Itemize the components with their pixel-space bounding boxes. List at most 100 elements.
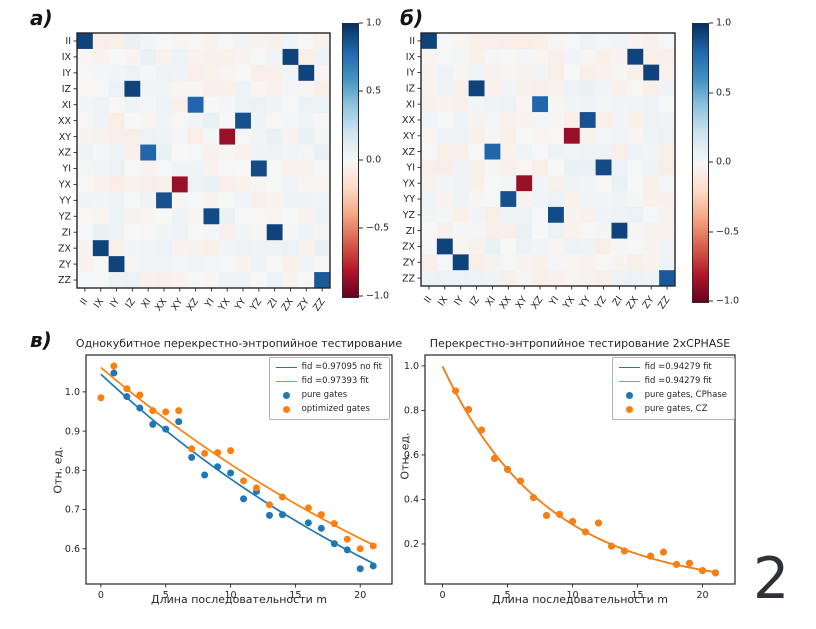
- heatmap-cell: [156, 240, 173, 257]
- heatmap-cell: [250, 112, 268, 130]
- heatmap-cell: [516, 222, 533, 239]
- x-tick-label: 20: [354, 590, 366, 601]
- heatmap-cell: [108, 176, 125, 193]
- legend-entry: pure gates, CPhase: [619, 390, 727, 401]
- heatmap-cell: [579, 270, 597, 287]
- heatmap-cell: [108, 208, 125, 225]
- heatmap-cell: [563, 80, 581, 97]
- heatmap-cell: [421, 64, 438, 81]
- heatmap-cell: [250, 208, 268, 225]
- data-point: [227, 447, 235, 455]
- heatmap-cell: [235, 240, 252, 257]
- heatmap-cell: [108, 240, 125, 257]
- heatmap-cell: [156, 176, 173, 193]
- legend-label: pure gates, CPhase: [644, 389, 727, 400]
- heatmap-cell: [436, 64, 454, 81]
- heatmap-cell: [77, 128, 94, 145]
- data-point: [491, 454, 499, 462]
- heatmap-cell: [77, 160, 94, 177]
- data-point: [175, 407, 183, 415]
- heatmap-cell: [282, 64, 299, 82]
- heatmap-cell: [548, 159, 565, 176]
- y-tick-label: 0.2: [404, 539, 419, 550]
- heatmap-cell: [452, 206, 470, 224]
- heatmap-cell: [563, 48, 581, 66]
- heatmap-cell: [436, 238, 454, 255]
- heatmap-cell: [484, 270, 501, 287]
- heatmap-cell: [108, 48, 125, 66]
- pauli-row-label: XI: [406, 99, 415, 110]
- data-point: [343, 535, 351, 543]
- heatmap-cell: [421, 80, 438, 97]
- data-point: [278, 493, 286, 501]
- pauli-row-label: ZY: [403, 257, 416, 268]
- heatmap-cell: [516, 238, 533, 255]
- y-tick-label: 0.4: [404, 495, 419, 506]
- heatmap-cell: [140, 144, 157, 161]
- heatmap-cell: [235, 192, 252, 209]
- heatmap-cell: [92, 33, 110, 50]
- heatmap-cell: [643, 143, 660, 160]
- heatmap-cell: [659, 206, 676, 224]
- heatmap-cell: [108, 224, 125, 241]
- legend-entry: fid =0.97095 no fit: [275, 362, 382, 373]
- heatmap-cell: [516, 33, 533, 50]
- heatmap-cell: [500, 238, 517, 255]
- heatmap-cell: [266, 256, 283, 273]
- heatmap-cell: [468, 64, 485, 81]
- colorbar-tick-label: 1.0: [366, 17, 382, 29]
- heatmap-cell: [187, 112, 204, 130]
- heatmap-cell: [298, 48, 315, 66]
- heatmap-cell: [235, 272, 252, 289]
- heatmap-cell: [627, 127, 644, 145]
- panel-label-a: а): [30, 6, 53, 30]
- pauli-col-label: YY: [232, 296, 248, 313]
- heatmap-cell: [595, 127, 612, 145]
- heatmap-cell: [314, 208, 331, 225]
- heatmap-cell: [282, 96, 299, 114]
- heatmap-cell: [421, 222, 438, 239]
- colorbar-tick: [359, 22, 363, 24]
- heatmap-cell: [484, 143, 501, 160]
- heatmap-cell: [595, 48, 612, 66]
- heatmap-cell: [579, 191, 597, 208]
- heatmap-cell: [298, 96, 315, 114]
- heatmap-cell: [468, 112, 485, 129]
- pauli-col-label: II: [422, 294, 434, 305]
- fit-line: [100, 373, 374, 565]
- heatmap-cell: [124, 256, 141, 273]
- heatmap-cell: [282, 144, 299, 161]
- heatmap-cell: [108, 128, 125, 145]
- heatmap-cell: [77, 33, 94, 50]
- heatmap-cell: [92, 96, 110, 114]
- pauli-col-label: II: [78, 296, 90, 307]
- chart-right-ylabel: Отн. ед.: [398, 432, 412, 480]
- chart-left-ylabel: Отн. ед.: [51, 446, 65, 494]
- data-point: [188, 445, 196, 453]
- heatmap-cell: [171, 112, 189, 130]
- heatmap-cell: [203, 160, 220, 177]
- heatmap-cell: [171, 208, 189, 225]
- heatmap-cell: [484, 80, 501, 97]
- heatmap-cell: [140, 256, 157, 273]
- heatmap-cell: [124, 192, 141, 209]
- heatmap-cell: [516, 159, 533, 176]
- heatmap-cell: [500, 254, 517, 271]
- heatmap-cell: [579, 33, 597, 50]
- heatmap-cell: [468, 143, 485, 160]
- data-point: [317, 524, 325, 532]
- colorbar-tick: [709, 231, 713, 232]
- heatmap-cell: [250, 240, 268, 257]
- heatmap-cell: [203, 96, 220, 114]
- fit-line: [100, 366, 374, 546]
- data-point: [699, 567, 707, 575]
- data-point: [149, 420, 157, 428]
- heatmap-cell: [468, 238, 485, 255]
- heatmap-cell: [548, 112, 565, 129]
- heatmap-cell: [298, 208, 315, 225]
- colorbar-tick: [359, 90, 363, 92]
- y-tick-label: 0.6: [404, 450, 419, 461]
- heatmap-cell: [171, 48, 189, 66]
- pauli-row-label: XZ: [402, 147, 416, 158]
- heatmap-cell: [468, 127, 485, 145]
